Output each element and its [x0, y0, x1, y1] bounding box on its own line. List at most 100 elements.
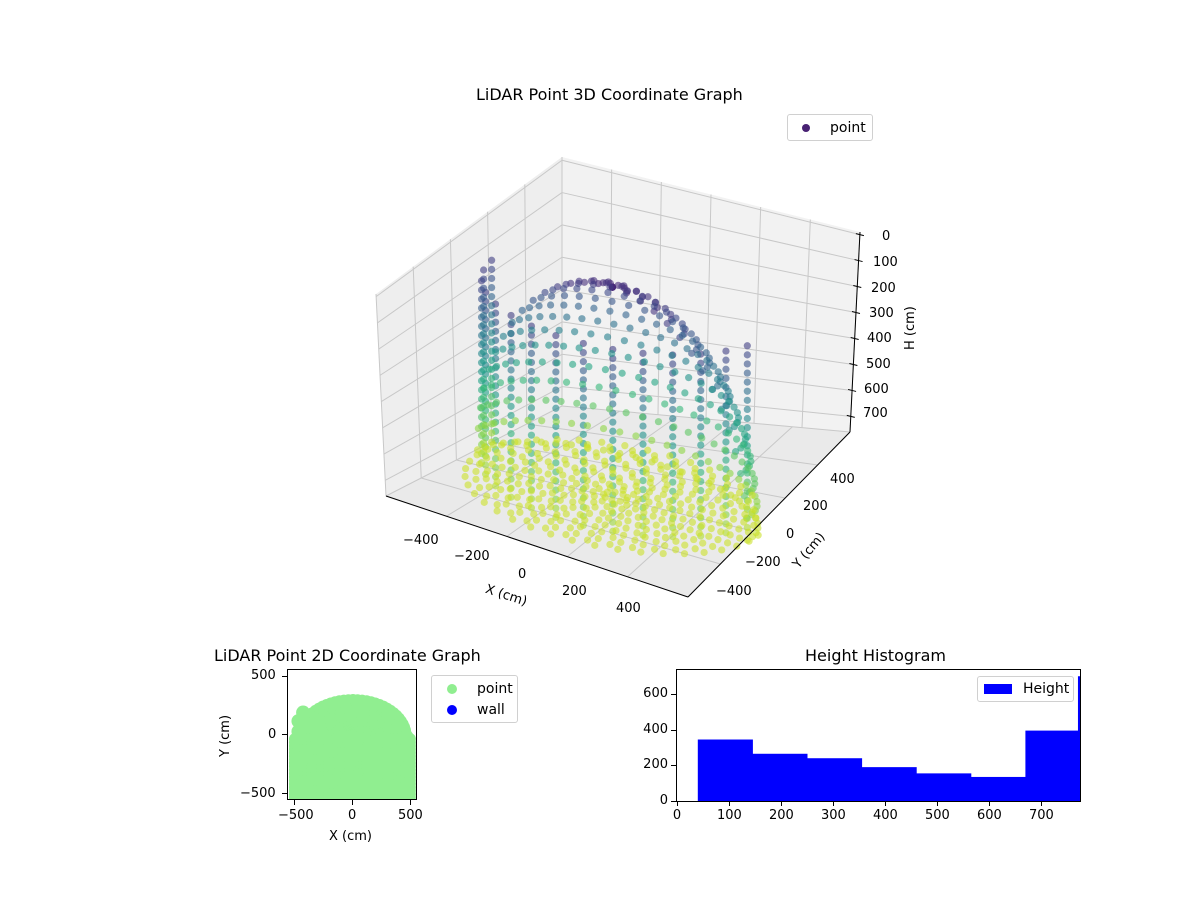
lidar-point [639, 431, 647, 439]
lidar-point [743, 369, 751, 377]
lidar-point [619, 531, 628, 539]
lidar-point [733, 435, 741, 443]
lidar-point [480, 348, 488, 356]
x-tick-label: 200 [562, 584, 587, 599]
lidar-point [488, 429, 496, 437]
lidar-point [681, 389, 689, 397]
lidar-point [633, 478, 641, 486]
lidar-point [493, 507, 501, 515]
lidar-point [687, 330, 695, 338]
lidar-point [709, 509, 717, 517]
plot2d-points [288, 694, 416, 799]
lidar-point [726, 531, 734, 539]
lidar-point [559, 479, 568, 487]
lidar-point [462, 464, 470, 473]
lidar-point [513, 493, 521, 501]
lidar-point [699, 539, 707, 547]
lidar-point [556, 517, 565, 525]
lidar-point [537, 294, 545, 302]
lidar-point [729, 515, 738, 523]
lidar-point [718, 546, 726, 554]
lidar-point [557, 397, 565, 406]
lidar-point [568, 484, 576, 493]
lidar-point [635, 373, 643, 382]
lidar-point [679, 515, 687, 523]
lidar-point [480, 284, 488, 292]
lidar-point [637, 341, 645, 349]
lidar-point [676, 488, 684, 496]
lidar-point [696, 513, 704, 521]
lidar-point [693, 475, 702, 483]
lidar-point [639, 349, 647, 357]
tick-mark [1041, 801, 1042, 806]
lidar-point [669, 318, 677, 326]
lidar-point [480, 275, 488, 283]
lidar-point [663, 463, 672, 471]
lidar-point [607, 507, 616, 515]
lidar-point [507, 402, 515, 410]
lidar-point [634, 513, 642, 521]
y-tick-label: 0 [786, 527, 795, 542]
lidar-point [483, 467, 491, 475]
tick-mark [937, 801, 938, 806]
lidar-point [480, 357, 488, 365]
lidar-point [573, 284, 581, 293]
lidar-point [738, 502, 746, 510]
lidar-point [697, 423, 705, 431]
lidar-point [569, 498, 577, 506]
tick-mark [282, 793, 287, 794]
lidar-point [488, 265, 496, 273]
lidar-point [555, 326, 563, 334]
lidar-point [591, 294, 599, 302]
lidar-point [551, 448, 559, 456]
lidar-point [566, 524, 574, 532]
lidar-point [717, 391, 725, 400]
lidar-point [695, 529, 703, 537]
lidar-point [697, 343, 705, 351]
lidar-point [547, 497, 555, 505]
lidar-point [649, 512, 657, 520]
lidar-point [515, 473, 523, 481]
lidar-point [743, 405, 751, 414]
lidar-point [533, 449, 542, 458]
lidar-point [606, 307, 614, 315]
lidar-point [528, 396, 536, 404]
lidar-point [525, 304, 534, 312]
lidar-point [511, 417, 519, 425]
lidar-point [498, 463, 506, 471]
lidar-point [706, 466, 714, 474]
lidar-point [527, 386, 536, 394]
lidar-point [682, 357, 690, 365]
x-tick-label: 700 [1029, 808, 1054, 823]
lidar-point [480, 302, 488, 310]
lidar-point [617, 512, 625, 520]
tick-mark [885, 801, 886, 806]
lidar-point [483, 454, 491, 462]
lidar-point [581, 472, 589, 480]
lidar-point [488, 320, 496, 328]
height-swatch-icon [984, 683, 1012, 694]
lidar-point [707, 524, 715, 533]
lidar-point [515, 316, 524, 324]
lidar-point [605, 480, 613, 488]
lidar-point [507, 444, 515, 452]
lidar-point [582, 504, 590, 512]
lidar-point [525, 358, 533, 366]
lidar-point [694, 363, 702, 371]
lidar-point [611, 488, 619, 496]
lidar-point [579, 358, 587, 366]
lidar-point [640, 509, 648, 517]
lidar-point [609, 373, 617, 381]
lidar-point [639, 486, 647, 494]
lidar-point [750, 521, 758, 529]
lidar-point [700, 548, 708, 557]
lidar-point [688, 337, 697, 345]
lidar-point [609, 418, 617, 426]
lidar-point [645, 498, 653, 506]
lidar-point [518, 487, 526, 496]
lidar-point [691, 464, 699, 473]
lidar-point [598, 438, 606, 446]
tick-mark [671, 729, 676, 731]
hist-bar [861, 767, 917, 801]
lidar-point [597, 472, 606, 480]
